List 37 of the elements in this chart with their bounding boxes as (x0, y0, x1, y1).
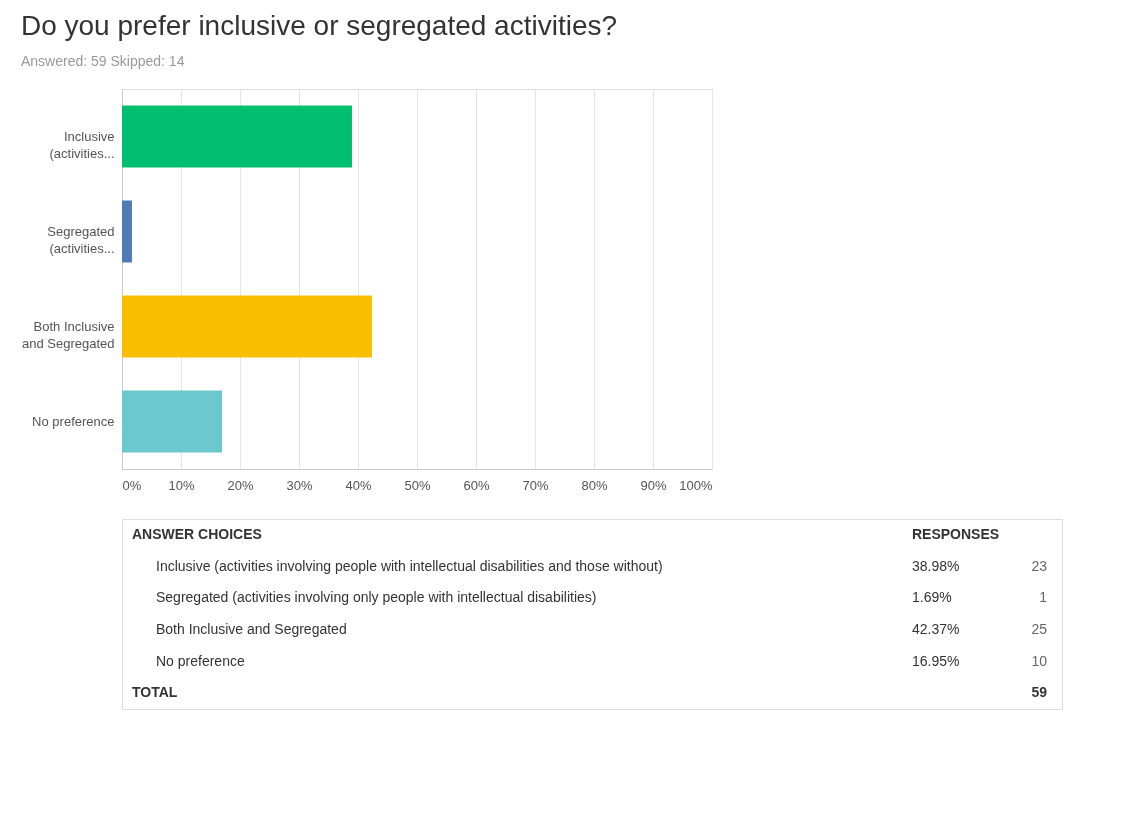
text: Segregated (activities involving only people with intellectual disabilities) (156, 589, 597, 606)
x-tick-label: 30% (286, 477, 313, 493)
bar (122, 390, 223, 453)
text: 42.37% (912, 620, 960, 637)
chart-subtitle: Answered: 59 Skipped: 14 (20, 52, 185, 69)
y-tick-label: Segregated (activities... (47, 223, 115, 256)
x-tick-label: 0% (122, 477, 142, 493)
text: 59 (1031, 684, 1048, 701)
x-tick-label: 10% (168, 477, 195, 493)
text: 23 (1031, 557, 1048, 574)
bar (122, 105, 352, 168)
text: Inclusive (activities involving people with intellectual disabilities and those without) (156, 557, 663, 574)
text: 10 (1031, 652, 1048, 669)
bar (122, 295, 372, 358)
x-tick-label: 100% (679, 477, 713, 493)
text: 16.95% (912, 652, 960, 669)
text: 38.98% (912, 557, 960, 574)
x-tick-label: 90% (640, 477, 667, 493)
x-tick-label: 60% (463, 477, 490, 493)
text: 25 (1031, 620, 1048, 637)
x-tick-label: 70% (522, 477, 549, 493)
text: ANSWER CHOICES (132, 525, 262, 542)
y-tick-label: No preference (32, 413, 115, 429)
x-tick-label: 20% (227, 477, 254, 493)
y-tick-label: Both Inclusive and Segregated (21, 318, 115, 351)
text: 1 (1039, 589, 1048, 606)
text: Both Inclusive and Segregated (156, 620, 347, 637)
chart-title: Do you prefer inclusive or segregated activities? (20, 9, 618, 41)
text: 1.69% (912, 589, 952, 606)
x-tick-label: 40% (345, 477, 372, 493)
text: RESPONSES (912, 525, 1000, 542)
text: No preference (156, 652, 245, 669)
x-tick-label: 50% (404, 477, 431, 493)
bar (122, 200, 132, 263)
y-tick-label: Inclusive (activities... (49, 128, 115, 161)
text: TOTAL (132, 684, 178, 701)
x-tick-label: 80% (581, 477, 608, 493)
